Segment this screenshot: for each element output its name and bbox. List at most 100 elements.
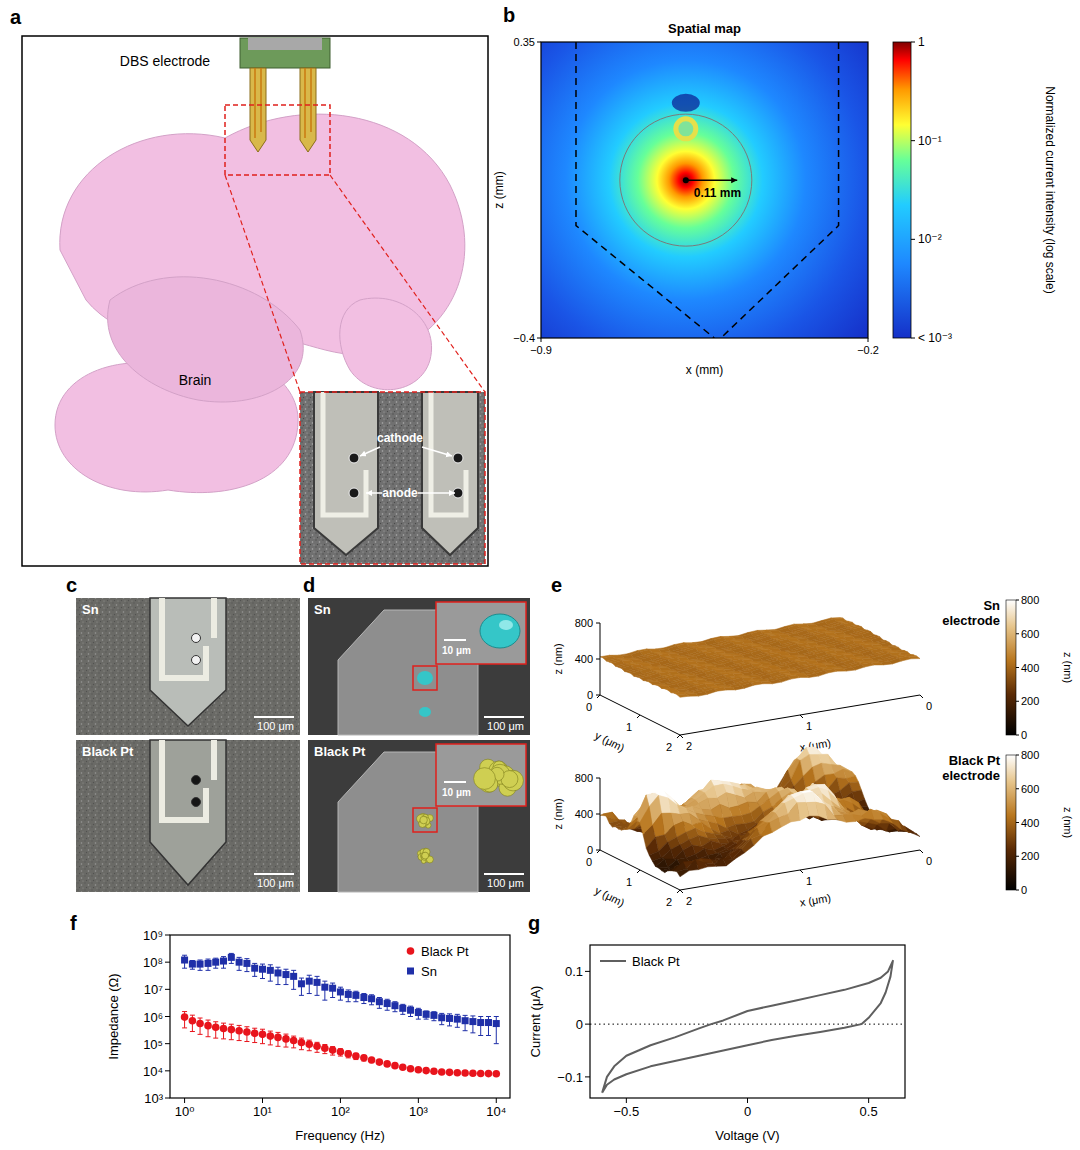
zoom-box <box>413 666 437 690</box>
data-point <box>415 1066 423 1074</box>
data-point <box>282 971 289 978</box>
data-point <box>313 1042 321 1050</box>
field-minimum <box>672 94 700 112</box>
surface-facet <box>686 860 698 871</box>
data-point <box>282 1035 290 1043</box>
error-bar <box>377 998 382 1009</box>
data-point <box>251 965 258 972</box>
tick <box>747 1098 748 1103</box>
error-bar <box>338 987 343 1000</box>
tick <box>920 695 923 698</box>
plot-marks <box>181 953 500 1077</box>
colorbar <box>1006 755 1016 890</box>
electrode-connector <box>248 38 322 50</box>
brain <box>55 114 465 492</box>
data-point <box>383 1060 391 1068</box>
panel-letter: c <box>66 574 77 596</box>
axis-line <box>600 778 920 890</box>
scale-bar-label: 100 μm <box>257 877 294 889</box>
tick <box>680 890 683 893</box>
site <box>192 656 201 665</box>
axis-title: Current (μA) <box>528 986 543 1058</box>
axis-title: y (μm) <box>593 729 626 754</box>
image-label: Black Pt <box>82 744 134 759</box>
scale-bar-label: 100 μm <box>257 720 294 732</box>
tick-label: 800 <box>575 617 593 629</box>
trace <box>162 598 214 678</box>
data-point <box>259 1031 267 1039</box>
colorbar-title: Normalized current intensity (log scale) <box>1043 86 1057 293</box>
site <box>192 798 201 807</box>
plot-frame <box>170 935 510 1098</box>
tick <box>496 1098 497 1103</box>
error-bar <box>346 990 351 1002</box>
data-point <box>290 973 297 980</box>
legend-label: Black Pt <box>632 954 680 969</box>
error-bar <box>353 991 358 1001</box>
zoom-box <box>225 105 330 175</box>
data-point <box>438 1068 446 1076</box>
data-point <box>469 1070 477 1078</box>
data-point <box>438 1014 445 1021</box>
data-point <box>314 979 321 986</box>
error-bar <box>275 967 280 984</box>
plot-frame <box>541 42 868 338</box>
error-bar <box>283 969 288 984</box>
radius-arrow <box>686 179 737 181</box>
tick <box>165 935 170 936</box>
data-point <box>430 1012 437 1019</box>
tick <box>596 659 600 660</box>
tick <box>800 870 803 873</box>
heatmap-area <box>541 42 868 338</box>
error-bar <box>260 964 265 978</box>
electrode-shank <box>250 68 266 152</box>
data-point <box>212 1024 220 1032</box>
data-point <box>267 967 274 974</box>
data-point <box>376 1058 384 1066</box>
scale-bar-label: 10 μm <box>442 787 471 798</box>
tick-label: 10² <box>331 1104 350 1119</box>
error-bar <box>322 981 327 1000</box>
data-point <box>274 1034 282 1042</box>
axis-title: z (nm) <box>552 798 564 829</box>
error-bar <box>463 1015 468 1030</box>
error-bar <box>439 1013 444 1024</box>
plot-frame <box>590 945 905 1098</box>
data-point <box>329 985 336 992</box>
tick <box>537 338 541 339</box>
tick-label: 2 <box>686 895 692 907</box>
data-point <box>461 1069 469 1077</box>
error-bar <box>455 1014 460 1027</box>
tick-label: 0 <box>586 701 592 713</box>
data-point <box>235 1027 243 1035</box>
data-point <box>189 1017 197 1025</box>
legend-key <box>407 968 414 975</box>
error-bar <box>291 970 296 989</box>
panel-letter: a <box>10 6 22 28</box>
tick-label: 400 <box>575 653 593 665</box>
tick <box>911 140 915 141</box>
panel-letter: e <box>551 574 562 596</box>
zoom-line <box>225 175 485 392</box>
tick-label: 0 <box>926 700 932 712</box>
data-point <box>399 1063 407 1071</box>
data-point <box>469 1018 476 1025</box>
tick <box>800 715 803 718</box>
tick <box>596 778 600 779</box>
surface-title: Snelectrode <box>942 598 1000 628</box>
tick-label: −0.4 <box>513 332 535 344</box>
data-point <box>423 1011 430 1018</box>
image-label: Black Pt <box>314 744 366 759</box>
error-bar <box>190 961 195 970</box>
tick <box>418 1098 419 1103</box>
error-bar <box>369 995 374 1005</box>
figure: aDBS electrodeBraincathodeanodecSn100 μm… <box>0 0 1080 1150</box>
tick-label: 0 <box>744 1104 751 1119</box>
title-line: electrode <box>942 613 1000 628</box>
surface-facet <box>908 832 920 837</box>
error-bar <box>408 1006 413 1016</box>
annotation: 0.11 mm <box>694 186 741 200</box>
electrode-board <box>240 38 330 68</box>
tick-label: 0 <box>586 856 592 868</box>
inset-noise <box>300 392 485 564</box>
